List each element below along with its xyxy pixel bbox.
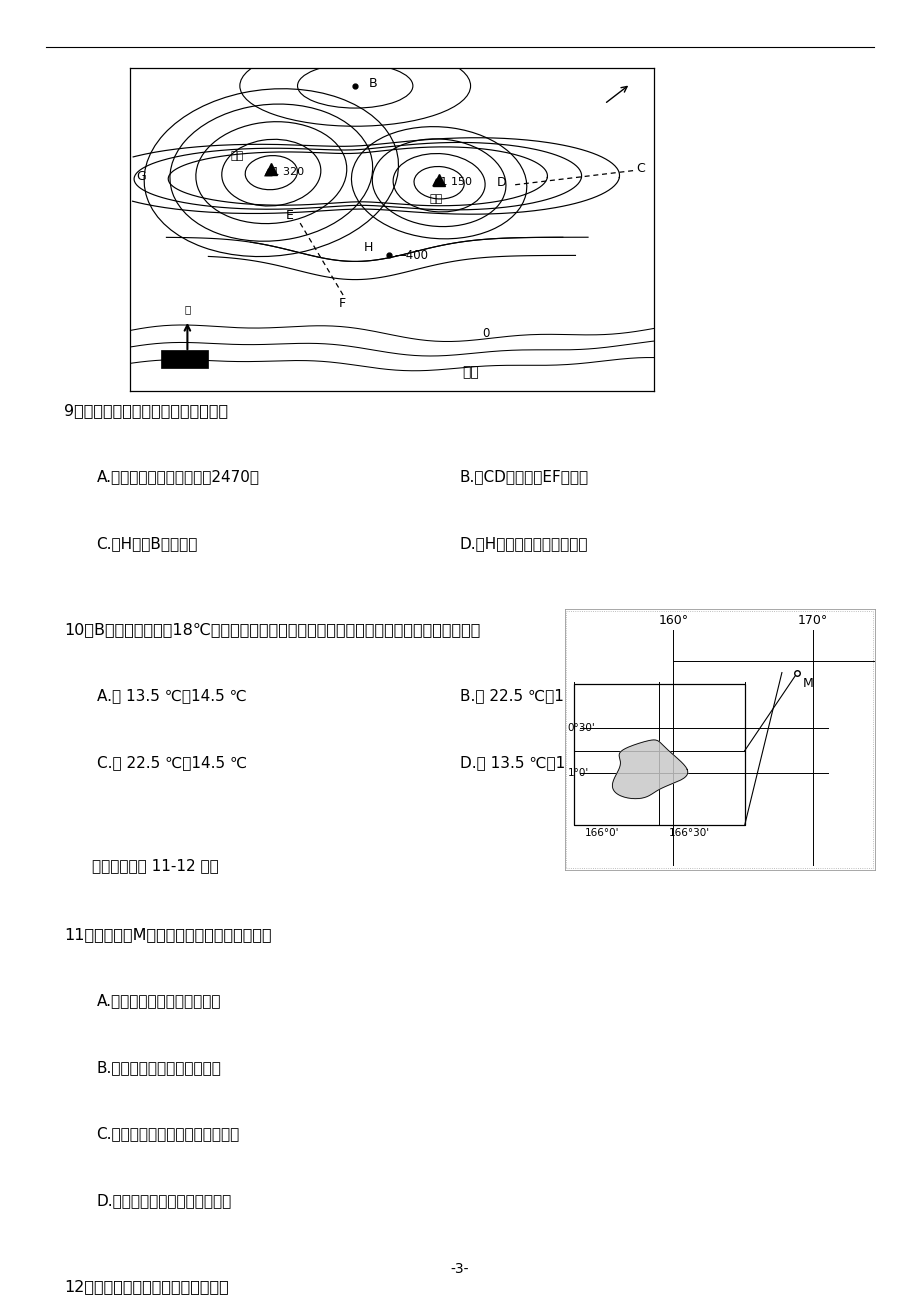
Text: 170°: 170°	[797, 615, 827, 628]
Text: B.　 22.5 ℃，13.5 ℃: B. 22.5 ℃，13.5 ℃	[460, 689, 609, 703]
Text: 北: 北	[184, 303, 190, 314]
Text: 166°30': 166°30'	[667, 828, 709, 837]
Text: F: F	[338, 297, 346, 310]
Text: 乙山: 乙山	[231, 151, 244, 160]
Text: E: E	[286, 208, 293, 221]
Text: B.　位于西半球，东十一时区: B. 位于西半球，东十一时区	[96, 1060, 221, 1075]
Text: 读下图，完成 11-12 题。: 读下图，完成 11-12 题。	[92, 858, 219, 874]
Text: 0°30': 0°30'	[567, 724, 595, 733]
Bar	[161, 350, 208, 368]
Text: 海洋: 海洋	[461, 366, 479, 379]
Text: ▲1 320: ▲1 320	[264, 167, 304, 177]
Text: H: H	[363, 241, 372, 254]
Text: D.　位于大西洋上，属于珊瑚岛: D. 位于大西洋上，属于珊瑚岛	[96, 1193, 232, 1208]
Text: C.　地球上新一天开始最早的地方: C. 地球上新一天开始最早的地方	[96, 1126, 240, 1142]
Text: A.　甲、乙两山相对高度为2470米: A. 甲、乙两山相对高度为2470米	[96, 469, 259, 484]
Text: 10、B点此时的温度为18℃，如果只考虑高度因素，那么甲峰与乙峰的温度分别为（　　）: 10、B点此时的温度为18℃，如果只考虑高度因素，那么甲峰与乙峰的温度分别为（ …	[64, 622, 481, 637]
Text: 12、图中岛屿䵓的面积约为（　　）: 12、图中岛屿䵓的面积约为（ ）	[64, 1279, 229, 1294]
Text: ▲1 150: ▲1 150	[432, 177, 471, 186]
Text: C.　 22.5 ℃，14.5 ℃: C. 22.5 ℃，14.5 ℃	[96, 755, 246, 769]
Text: 9、关于该图的说法，正确的是（　）: 9、关于该图的说法，正确的是（ ）	[64, 402, 228, 418]
Text: A.　位于东半球，东十一时区: A. 位于东半球，东十一时区	[96, 993, 221, 1009]
Bar	[573, 684, 743, 825]
Text: G: G	[136, 171, 146, 184]
Text: -3-: -3-	[450, 1263, 469, 1276]
Text: B: B	[368, 77, 377, 90]
Text: 11、有关图中M岛的叙述，正确的是（　　）: 11、有关图中M岛的叙述，正确的是（ ）	[64, 927, 272, 941]
Text: 1°0': 1°0'	[567, 768, 588, 779]
Text: D.　 13.5 ℃，12.5 ℃: D. 13.5 ℃，12.5 ℃	[460, 755, 611, 769]
Text: —400: —400	[394, 249, 428, 262]
Text: B.　CD是山谷，EF是山脊: B. CD是山谷，EF是山脊	[460, 469, 588, 484]
Text: C: C	[636, 163, 645, 174]
Text: 甲山: 甲山	[429, 194, 443, 204]
Text: D: D	[496, 176, 506, 189]
Polygon shape	[612, 740, 687, 798]
Text: C.　H地比B地降水多: C. H地比B地降水多	[96, 536, 198, 551]
Text: D.　H在西南坡上，阳光充足: D. H在西南坡上，阳光充足	[460, 536, 588, 551]
Text: 0: 0	[482, 327, 490, 340]
Text: 166°0': 166°0'	[584, 828, 618, 837]
Text: 160°: 160°	[658, 615, 687, 628]
Text: M: M	[802, 677, 812, 690]
Text: A.　 13.5 ℃，14.5 ℃: A. 13.5 ℃，14.5 ℃	[96, 689, 246, 703]
